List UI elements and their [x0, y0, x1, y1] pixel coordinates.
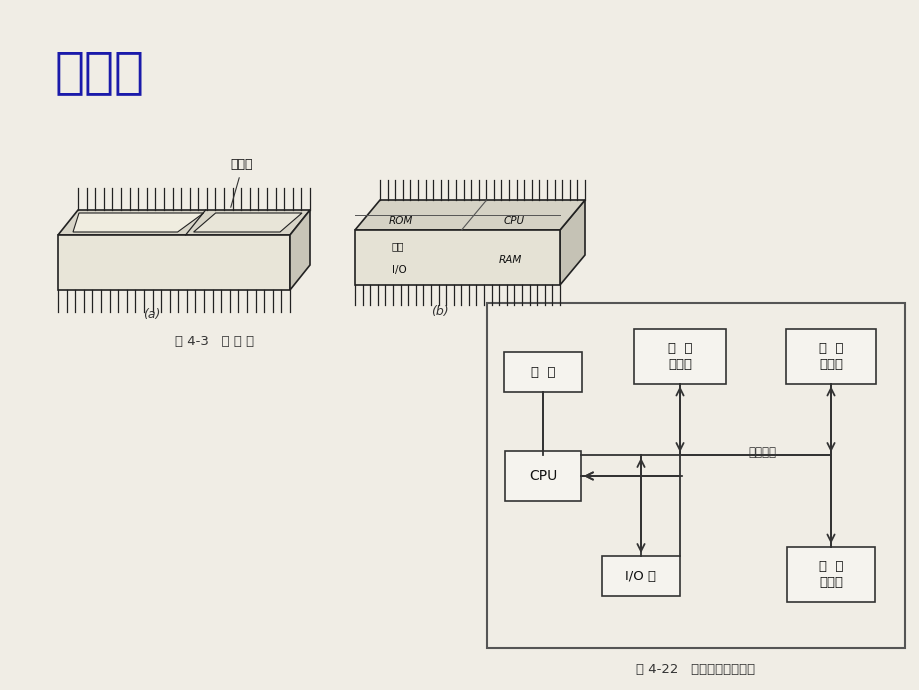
Text: (b): (b) [431, 305, 448, 318]
Polygon shape [355, 200, 584, 230]
Text: 单片机: 单片机 [230, 159, 252, 172]
Polygon shape [560, 200, 584, 285]
Text: 图 4-3   单 片 机: 图 4-3 单 片 机 [176, 335, 255, 348]
Polygon shape [73, 213, 203, 232]
Text: 图 4-22   典型单片机结构图: 图 4-22 典型单片机结构图 [636, 663, 754, 676]
Polygon shape [289, 210, 310, 290]
Polygon shape [355, 230, 560, 285]
Text: (a): (a) [143, 308, 161, 321]
Bar [486, 303, 904, 648]
Text: ROM: ROM [389, 216, 414, 226]
Bar [785, 328, 875, 384]
Text: 片内总线: 片内总线 [747, 446, 775, 458]
Bar [601, 556, 679, 596]
Text: I/O 口: I/O 口 [625, 569, 656, 582]
Text: 单片机: 单片机 [55, 48, 145, 96]
Text: 时  钟: 时 钟 [530, 366, 555, 379]
Polygon shape [193, 213, 301, 232]
Text: RAM: RAM [499, 255, 522, 265]
Text: 定  时
计数器: 定 时 计数器 [818, 560, 843, 589]
Text: CPU: CPU [528, 469, 557, 483]
Polygon shape [58, 210, 310, 235]
Text: 时钟: 时钟 [391, 241, 403, 251]
Bar [505, 451, 581, 501]
Bar [504, 352, 582, 392]
Polygon shape [58, 235, 289, 290]
Text: CPU: CPU [504, 216, 525, 226]
Bar [786, 546, 874, 602]
Text: 数  据
存储器: 数 据 存储器 [818, 342, 843, 371]
Text: 程  序
存储器: 程 序 存储器 [667, 342, 691, 371]
Bar [633, 328, 725, 384]
Text: I/O: I/O [392, 264, 407, 275]
